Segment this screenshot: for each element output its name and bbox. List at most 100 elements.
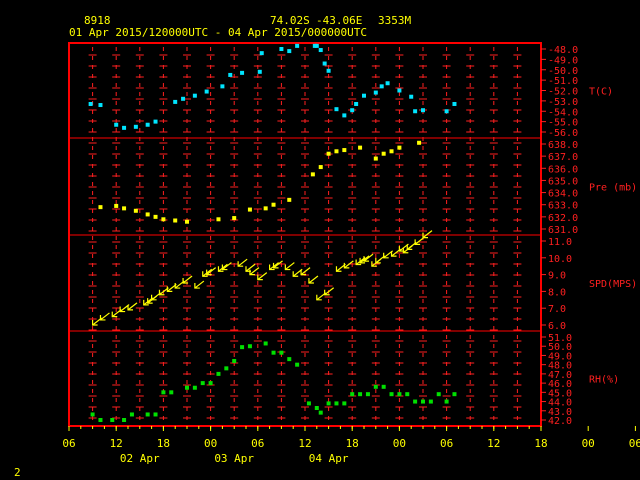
temp-point — [257, 69, 262, 74]
pres-point — [389, 149, 394, 154]
x-tick-label: 06 — [62, 437, 75, 450]
y-tick-label: 7.0 — [548, 304, 566, 315]
rh-point — [436, 392, 441, 397]
elevation: 3353M — [378, 14, 411, 27]
y-tick-label: 633.0 — [548, 201, 578, 212]
temp-point — [452, 101, 457, 106]
y-tick-label: 42.0 — [548, 416, 572, 427]
y-tick-label: 8.0 — [548, 287, 566, 298]
rh-point — [263, 341, 268, 346]
rh-point — [358, 392, 363, 397]
rh-point — [169, 390, 174, 395]
pres-point — [216, 217, 221, 222]
pres-point — [133, 208, 138, 213]
y-tick-label: 631.0 — [548, 225, 578, 236]
wind-arrow — [206, 267, 217, 276]
y-tick-label: 51.0 — [548, 333, 572, 344]
x-tick-label: 12 — [298, 437, 311, 450]
y-tick-label: 637.0 — [548, 152, 578, 163]
panel-label-rh: RH(%) — [589, 375, 619, 386]
y-tick-label: 638.0 — [548, 140, 578, 151]
x-day-label: 02 Apr — [120, 452, 160, 465]
temp-point — [354, 101, 359, 106]
rh-point — [421, 399, 425, 404]
wind-arrow — [194, 280, 205, 289]
y-tick-label: -54.0 — [548, 107, 578, 118]
temp-point — [362, 93, 366, 98]
temp-point — [240, 70, 245, 75]
x-tick-label: 06 — [251, 437, 264, 450]
y-tick-label: -52.0 — [548, 87, 578, 98]
rh-point — [161, 390, 166, 395]
rh-point — [145, 412, 150, 417]
pres-point — [173, 218, 178, 223]
pres-point — [263, 206, 268, 211]
temp-point — [444, 109, 449, 114]
y-tick-label: 632.0 — [548, 213, 578, 224]
rh-point — [216, 371, 221, 376]
temp-point — [287, 49, 292, 54]
y-tick-label: 6.0 — [548, 321, 566, 332]
rh-point — [295, 362, 300, 367]
temp-point — [192, 93, 197, 98]
rh-point — [110, 418, 115, 422]
rh-point — [129, 412, 134, 417]
wind-arrow — [182, 275, 193, 284]
temp-point — [88, 101, 93, 106]
temp-point — [421, 108, 425, 113]
temp-point — [114, 122, 119, 127]
temp-point — [379, 84, 384, 89]
rh-point — [413, 399, 418, 404]
rh-point — [200, 381, 205, 386]
rh-point — [306, 401, 311, 406]
wind-arrow — [249, 267, 260, 276]
y-tick-label: 9.0 — [548, 271, 566, 282]
wind-arrow — [363, 253, 374, 262]
y-tick-label: 50.0 — [548, 342, 572, 353]
x-day-label: 03 Apr — [214, 452, 254, 465]
y-tick-label: 11.0 — [548, 237, 572, 248]
rh-point — [452, 392, 457, 397]
temp-point — [326, 68, 331, 73]
x-tick-label: 00 — [393, 437, 406, 450]
pres-point — [114, 203, 119, 208]
x-tick-label: 18 — [157, 437, 170, 450]
temp-point — [98, 103, 103, 108]
temp-point — [342, 113, 347, 118]
temp-point — [153, 119, 158, 124]
rh-point — [240, 345, 245, 350]
panel-label-pres: Pre (mb) — [589, 183, 637, 194]
pres-point — [310, 172, 315, 177]
longitude: -43.06E — [316, 14, 362, 27]
x-tick-label: 06 — [629, 437, 640, 450]
rh-point — [279, 350, 284, 355]
pres-point — [358, 145, 363, 150]
wind-arrow — [308, 275, 319, 284]
rh-point — [428, 399, 433, 404]
pres-point — [318, 165, 323, 170]
rh-point — [342, 401, 347, 406]
temp-point — [295, 43, 300, 48]
rh-point — [365, 392, 370, 397]
temp-point — [385, 81, 390, 86]
rh-point — [334, 401, 339, 406]
y-tick-label: -51.0 — [548, 76, 578, 87]
wind-arrow — [221, 262, 232, 271]
rh-point — [185, 385, 189, 390]
x-tick-label: 18 — [534, 437, 547, 450]
x-day-label: 04 Apr — [309, 452, 349, 465]
wind-arrow — [422, 230, 433, 239]
pres-point — [287, 197, 292, 202]
rh-point — [318, 410, 323, 415]
temp-point — [228, 72, 233, 77]
rh-point — [326, 401, 331, 406]
rh-point — [208, 381, 213, 386]
x-tick-label: 00 — [204, 437, 217, 450]
pres-point — [153, 214, 158, 219]
temp-point — [145, 122, 150, 127]
x-tick-label: 12 — [487, 437, 500, 450]
temp-point — [322, 61, 327, 66]
rh-point — [98, 418, 103, 422]
rh-point — [271, 350, 276, 355]
